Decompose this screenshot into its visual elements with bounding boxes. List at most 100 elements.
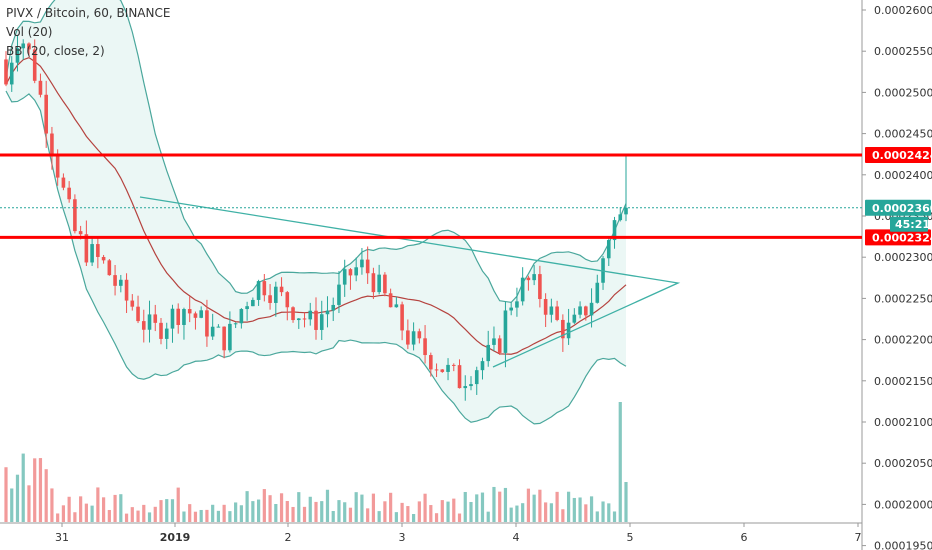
candle-body — [90, 244, 94, 263]
volume-bar — [136, 510, 140, 522]
candle-body — [32, 49, 37, 81]
candle-body — [612, 220, 617, 241]
candle-body — [291, 307, 295, 321]
volume-bar — [262, 489, 266, 522]
candle-body — [624, 207, 628, 215]
candle-body — [469, 384, 473, 387]
candle-body — [296, 318, 301, 321]
candle-body — [365, 259, 370, 274]
volume-bar — [411, 513, 416, 522]
volume-bar — [429, 505, 433, 522]
x-tick-label: 7 — [855, 531, 862, 544]
volume-bar — [325, 489, 330, 522]
volume-bar — [320, 501, 324, 522]
volume-bar — [50, 488, 54, 522]
volume-bar — [314, 501, 318, 522]
y-tick-label: 0.0002050 — [874, 457, 932, 470]
volume-bar — [67, 496, 71, 522]
price-level-badge — [865, 229, 931, 246]
volume-bar — [90, 505, 94, 522]
volume-bar — [348, 507, 353, 522]
y-tick-label: 0.0002400 — [874, 169, 932, 182]
candle-body — [319, 314, 324, 330]
volume-bar — [532, 494, 536, 522]
candle-body — [233, 323, 238, 325]
volume-bar — [331, 511, 335, 522]
y-tick-label: 0.0002100 — [874, 416, 932, 429]
candle-body — [187, 309, 192, 314]
candle-body — [371, 273, 376, 293]
legend-symbol[interactable]: PIVX / Bitcoin, 60, BINANCE — [6, 6, 171, 20]
candle-body — [55, 155, 60, 178]
volume-bar — [147, 512, 152, 522]
volume-bar — [193, 511, 198, 522]
volume-bar — [285, 500, 289, 522]
volume-bar — [521, 503, 525, 522]
volume-bar — [377, 511, 381, 522]
volume-bar — [211, 504, 215, 522]
candle-body — [538, 274, 542, 300]
volume-bar — [10, 488, 14, 522]
candle-body — [325, 310, 330, 315]
volume-bar — [544, 502, 548, 522]
x-tick-label: 2 — [285, 531, 292, 544]
volume-bar — [394, 512, 398, 522]
candle-body — [38, 80, 43, 95]
y-tick-label: 0.0001950 — [874, 540, 932, 550]
volume-bar — [302, 506, 307, 522]
volume-bar — [279, 493, 284, 522]
volume-bar — [463, 491, 467, 522]
candle-body — [15, 48, 20, 63]
candle-body — [251, 299, 255, 307]
candle-body — [256, 281, 261, 300]
candle-body — [182, 309, 186, 325]
volume-bar — [228, 511, 232, 522]
volume-bar — [383, 501, 387, 522]
candle-body — [199, 310, 203, 318]
legend-volume[interactable]: Vol (20) — [6, 25, 53, 39]
candle-body — [67, 187, 71, 200]
candle-body — [566, 322, 571, 339]
candle-body — [337, 284, 341, 305]
volume-bar — [584, 504, 588, 522]
candle-body — [216, 326, 221, 328]
volume-bar — [170, 499, 175, 522]
candle-body — [497, 338, 502, 353]
volume-bar — [205, 509, 209, 522]
candle-body — [147, 314, 152, 330]
volume-bar — [274, 503, 278, 522]
candle-body — [141, 321, 146, 330]
candle-body — [101, 256, 106, 261]
volume-bar — [601, 501, 605, 522]
candle-body — [618, 214, 623, 221]
volume-bar — [124, 513, 129, 522]
volume-bar — [297, 492, 301, 522]
volume-bar — [337, 500, 341, 522]
candle-body — [61, 177, 66, 188]
candle-body — [423, 338, 427, 356]
candle-body — [96, 244, 100, 257]
y-tick-label: 0.0002600 — [874, 4, 932, 17]
candle-body — [440, 369, 445, 372]
volume-bar — [245, 491, 249, 522]
legend-bollinger[interactable]: BB (20, close, 2) — [6, 44, 105, 58]
volume-bar — [33, 458, 37, 522]
price-level-label: 0.0002424 — [872, 149, 932, 162]
volume-bar — [607, 503, 611, 522]
candle-body — [509, 307, 513, 311]
candle-body — [606, 240, 611, 259]
last-price-label: 0.0002360 — [872, 202, 932, 215]
volume-bar — [343, 502, 347, 522]
candle-body — [107, 260, 112, 276]
candle-body — [239, 309, 244, 324]
x-tick-label: 2019 — [160, 531, 191, 544]
candle-body — [302, 318, 307, 320]
candle-body — [411, 331, 416, 345]
volume-bar — [492, 486, 496, 522]
volume-bar — [509, 507, 513, 522]
volume-bar — [417, 501, 421, 522]
volume-bar — [566, 491, 571, 522]
volume-bar — [549, 503, 553, 522]
